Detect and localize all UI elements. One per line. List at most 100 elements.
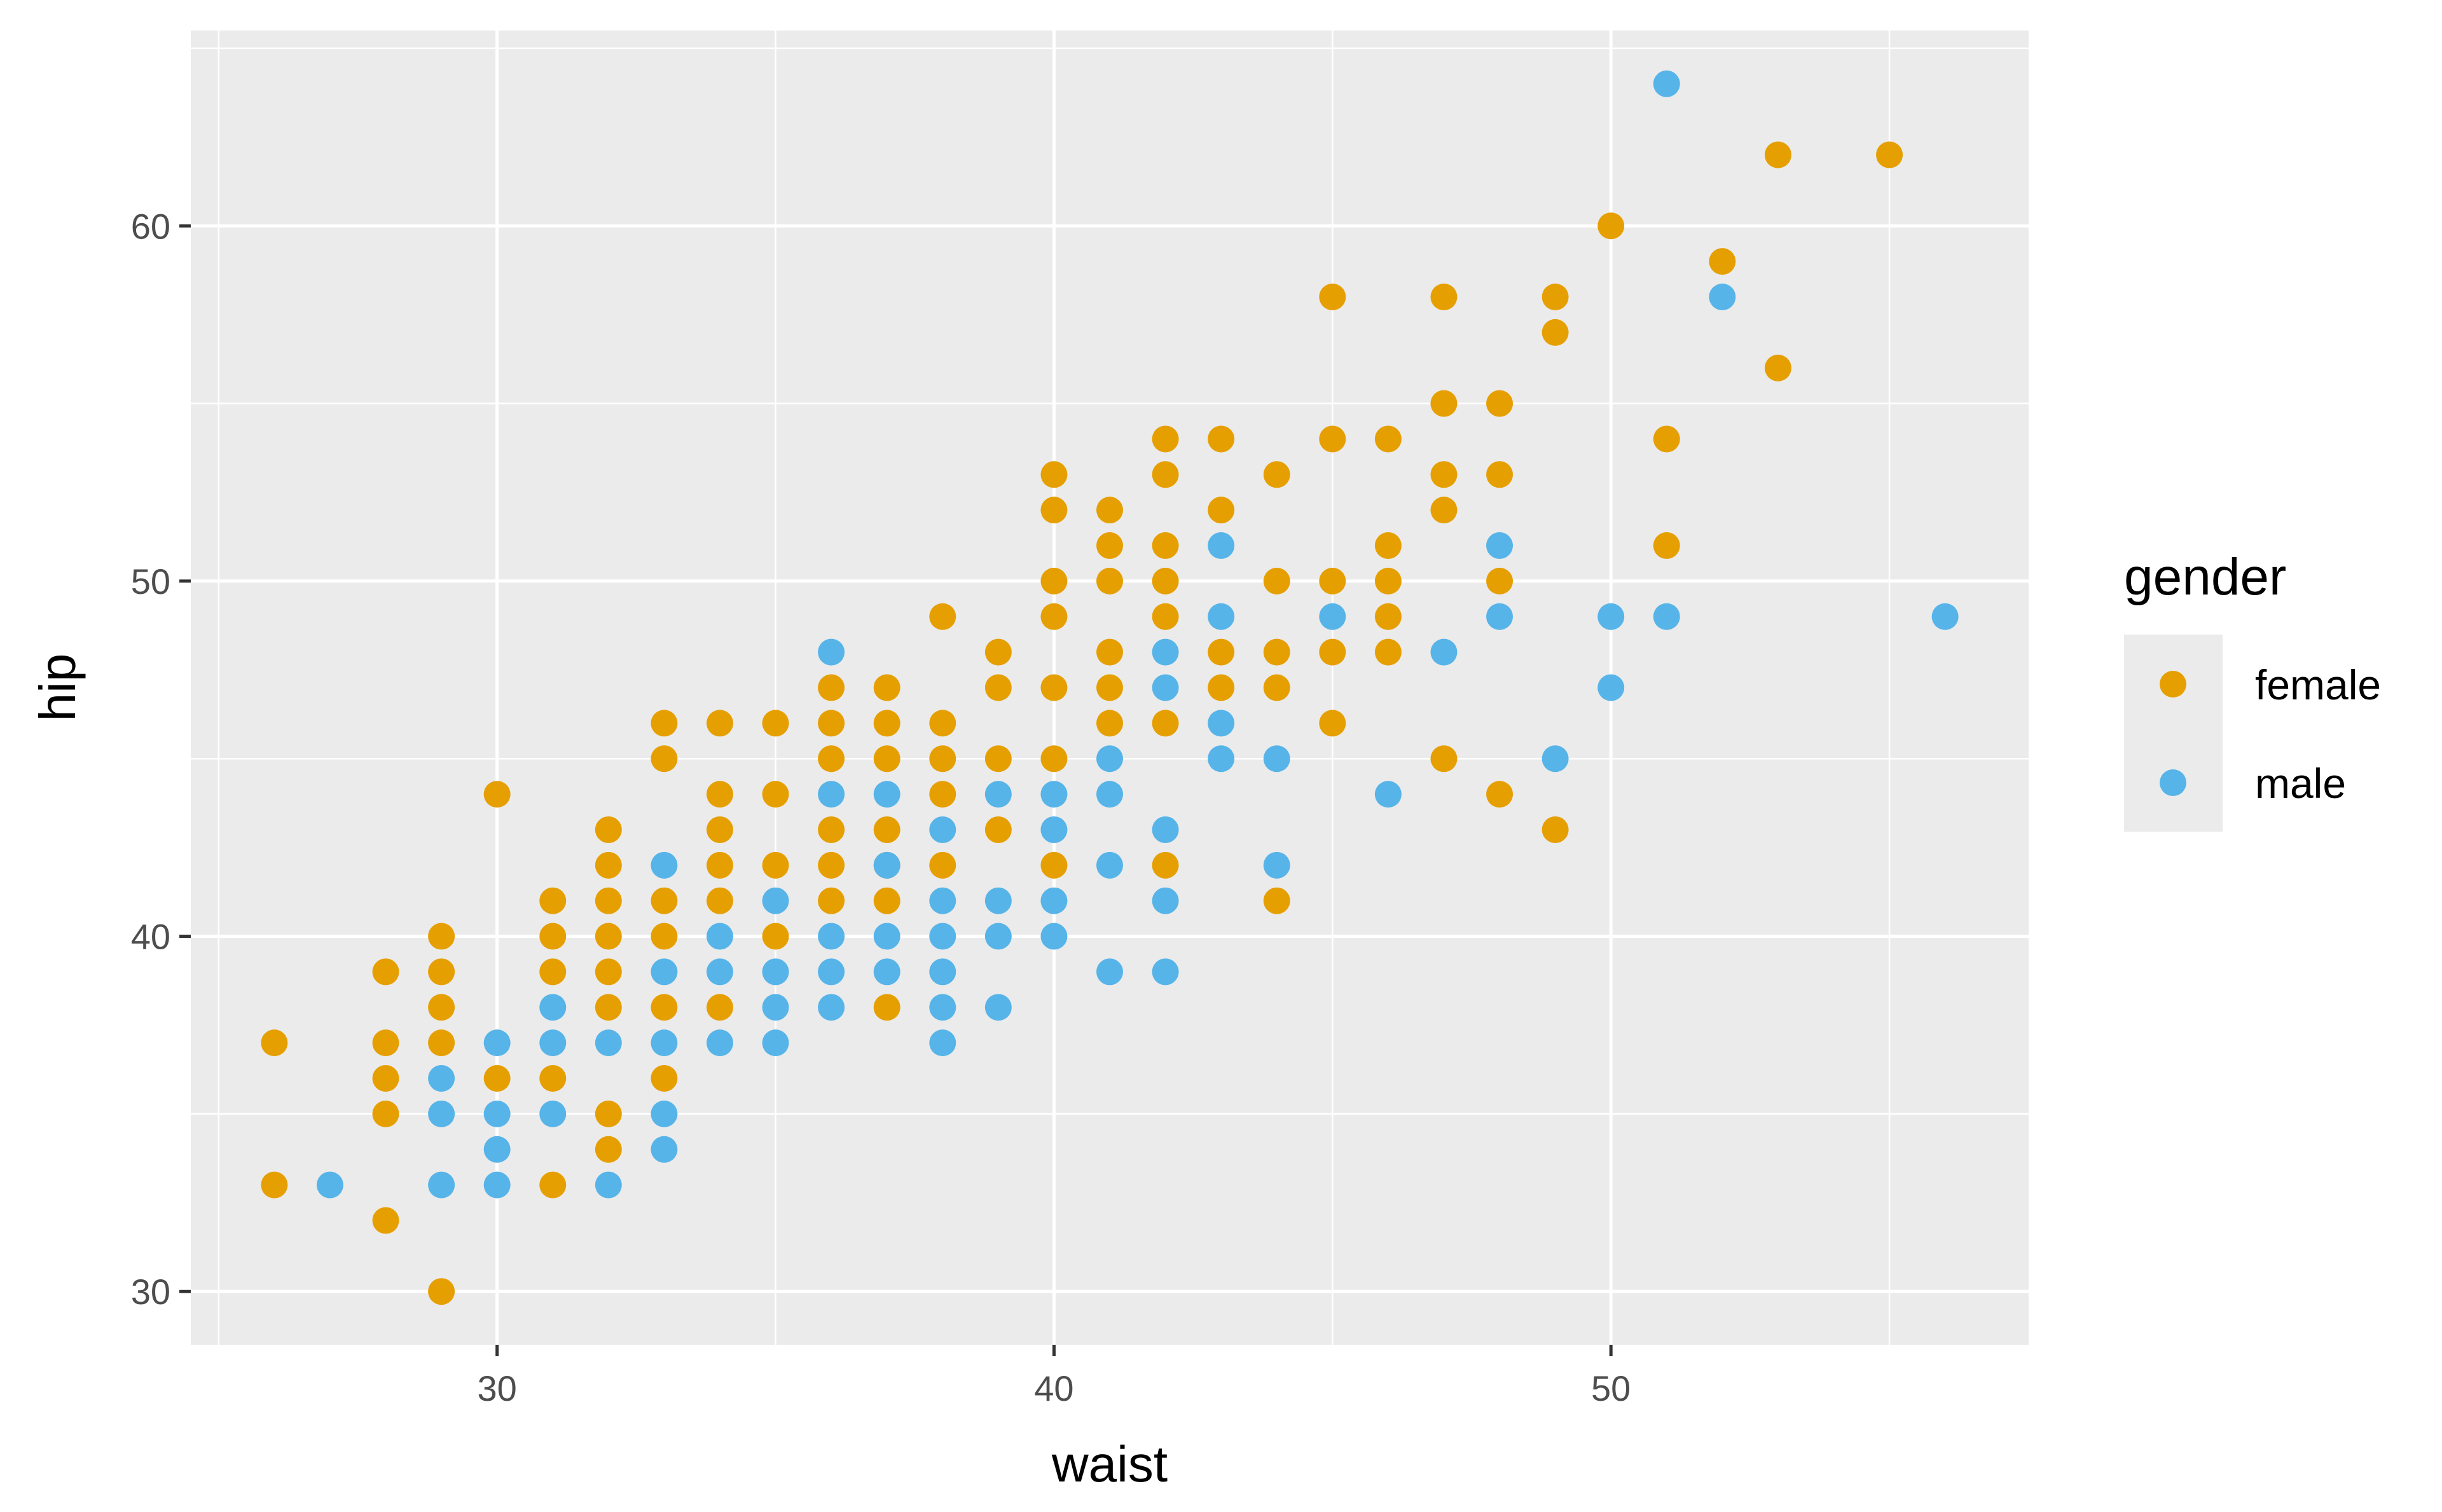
data-point-female xyxy=(929,851,956,879)
data-point-female xyxy=(706,994,733,1021)
data-point-male xyxy=(873,851,900,879)
data-point-male xyxy=(1319,603,1346,630)
data-point-female xyxy=(651,994,678,1021)
data-point-male xyxy=(818,923,845,950)
data-point-male xyxy=(1263,745,1290,773)
data-point-female xyxy=(595,887,622,914)
data-point-female xyxy=(428,1029,455,1057)
data-point-female xyxy=(1152,532,1179,560)
data-point-female xyxy=(428,958,455,986)
data-point-female xyxy=(1208,638,1235,666)
x-tick-label: 30 xyxy=(478,1368,517,1408)
data-point-male xyxy=(1374,781,1402,808)
data-point-female xyxy=(261,1029,288,1057)
legend-key-female xyxy=(2160,671,2186,698)
data-point-male xyxy=(929,887,956,914)
data-point-male xyxy=(428,1065,455,1092)
data-point-male xyxy=(1040,816,1068,843)
data-point-female xyxy=(1430,283,1458,310)
data-point-male xyxy=(1152,816,1179,843)
data-point-female xyxy=(1374,425,1402,453)
data-point-female xyxy=(651,745,678,773)
data-point-male xyxy=(1653,70,1680,97)
data-point-male xyxy=(984,923,1012,950)
data-point-male xyxy=(1096,851,1123,879)
data-point-male xyxy=(539,994,567,1021)
data-point-female xyxy=(428,923,455,950)
data-point-male xyxy=(1152,887,1179,914)
data-point-male xyxy=(984,994,1012,1021)
data-point-female xyxy=(372,1065,399,1092)
data-point-female xyxy=(1319,638,1346,666)
data-point-male xyxy=(483,1136,511,1163)
data-point-female xyxy=(1040,851,1068,879)
data-point-female xyxy=(1263,567,1290,594)
data-point-female xyxy=(762,710,789,737)
data-point-female xyxy=(651,1065,678,1092)
data-point-female xyxy=(818,674,845,701)
data-point-female xyxy=(1096,710,1123,737)
data-point-female xyxy=(873,887,900,914)
data-point-female xyxy=(706,816,733,843)
data-point-male xyxy=(1040,923,1068,950)
data-point-male xyxy=(651,1136,678,1163)
data-point-male xyxy=(929,1029,956,1057)
data-point-male xyxy=(1152,958,1179,986)
data-point-female xyxy=(539,887,567,914)
data-point-male xyxy=(873,923,900,950)
data-point-male xyxy=(428,1171,455,1199)
data-point-male xyxy=(595,1171,622,1199)
data-point-female xyxy=(372,958,399,986)
data-point-female xyxy=(539,923,567,950)
data-point-male xyxy=(316,1171,343,1199)
data-point-female xyxy=(1040,674,1068,701)
data-point-female xyxy=(1152,851,1179,879)
data-point-female xyxy=(818,851,845,879)
legend-label-female: female xyxy=(2255,661,2381,708)
data-point-female xyxy=(873,816,900,843)
data-point-male xyxy=(706,958,733,986)
data-point-male xyxy=(929,958,956,986)
data-point-male xyxy=(483,1100,511,1127)
data-point-male xyxy=(762,958,789,986)
data-point-female xyxy=(762,851,789,879)
data-point-female xyxy=(1764,141,1791,168)
data-point-female xyxy=(1319,283,1346,310)
data-point-male xyxy=(1486,532,1514,560)
data-point-male xyxy=(651,1029,678,1057)
y-tick-label: 50 xyxy=(131,561,170,601)
data-point-male xyxy=(1486,603,1514,630)
data-point-female xyxy=(984,638,1012,666)
data-point-female xyxy=(706,887,733,914)
data-point-female xyxy=(1152,461,1179,488)
data-point-female xyxy=(372,1207,399,1234)
data-point-female xyxy=(873,994,900,1021)
data-point-male xyxy=(818,994,845,1021)
data-point-female xyxy=(595,958,622,986)
data-point-male xyxy=(762,994,789,1021)
legend-key-panel xyxy=(2124,635,2223,832)
data-point-male xyxy=(483,1171,511,1199)
data-point-female xyxy=(539,1171,567,1199)
data-point-female xyxy=(595,923,622,950)
data-point-male xyxy=(1208,745,1235,773)
data-point-female xyxy=(428,1278,455,1305)
legend-label-male: male xyxy=(2255,760,2346,807)
x-tick-label: 50 xyxy=(1591,1368,1631,1408)
data-point-male xyxy=(873,958,900,986)
data-point-female xyxy=(762,781,789,808)
x-tick-label: 40 xyxy=(1034,1368,1073,1408)
data-point-male xyxy=(762,887,789,914)
data-point-male xyxy=(706,923,733,950)
data-point-female xyxy=(1374,532,1402,560)
x-axis-title: waist xyxy=(1051,1436,1168,1492)
data-point-male xyxy=(1040,781,1068,808)
data-point-female xyxy=(818,816,845,843)
data-point-male xyxy=(929,994,956,1021)
data-point-female xyxy=(1430,745,1458,773)
data-point-female xyxy=(483,1065,511,1092)
data-point-male xyxy=(1096,745,1123,773)
y-tick-label: 60 xyxy=(131,206,170,246)
data-point-female xyxy=(1263,674,1290,701)
data-point-female xyxy=(1096,532,1123,560)
